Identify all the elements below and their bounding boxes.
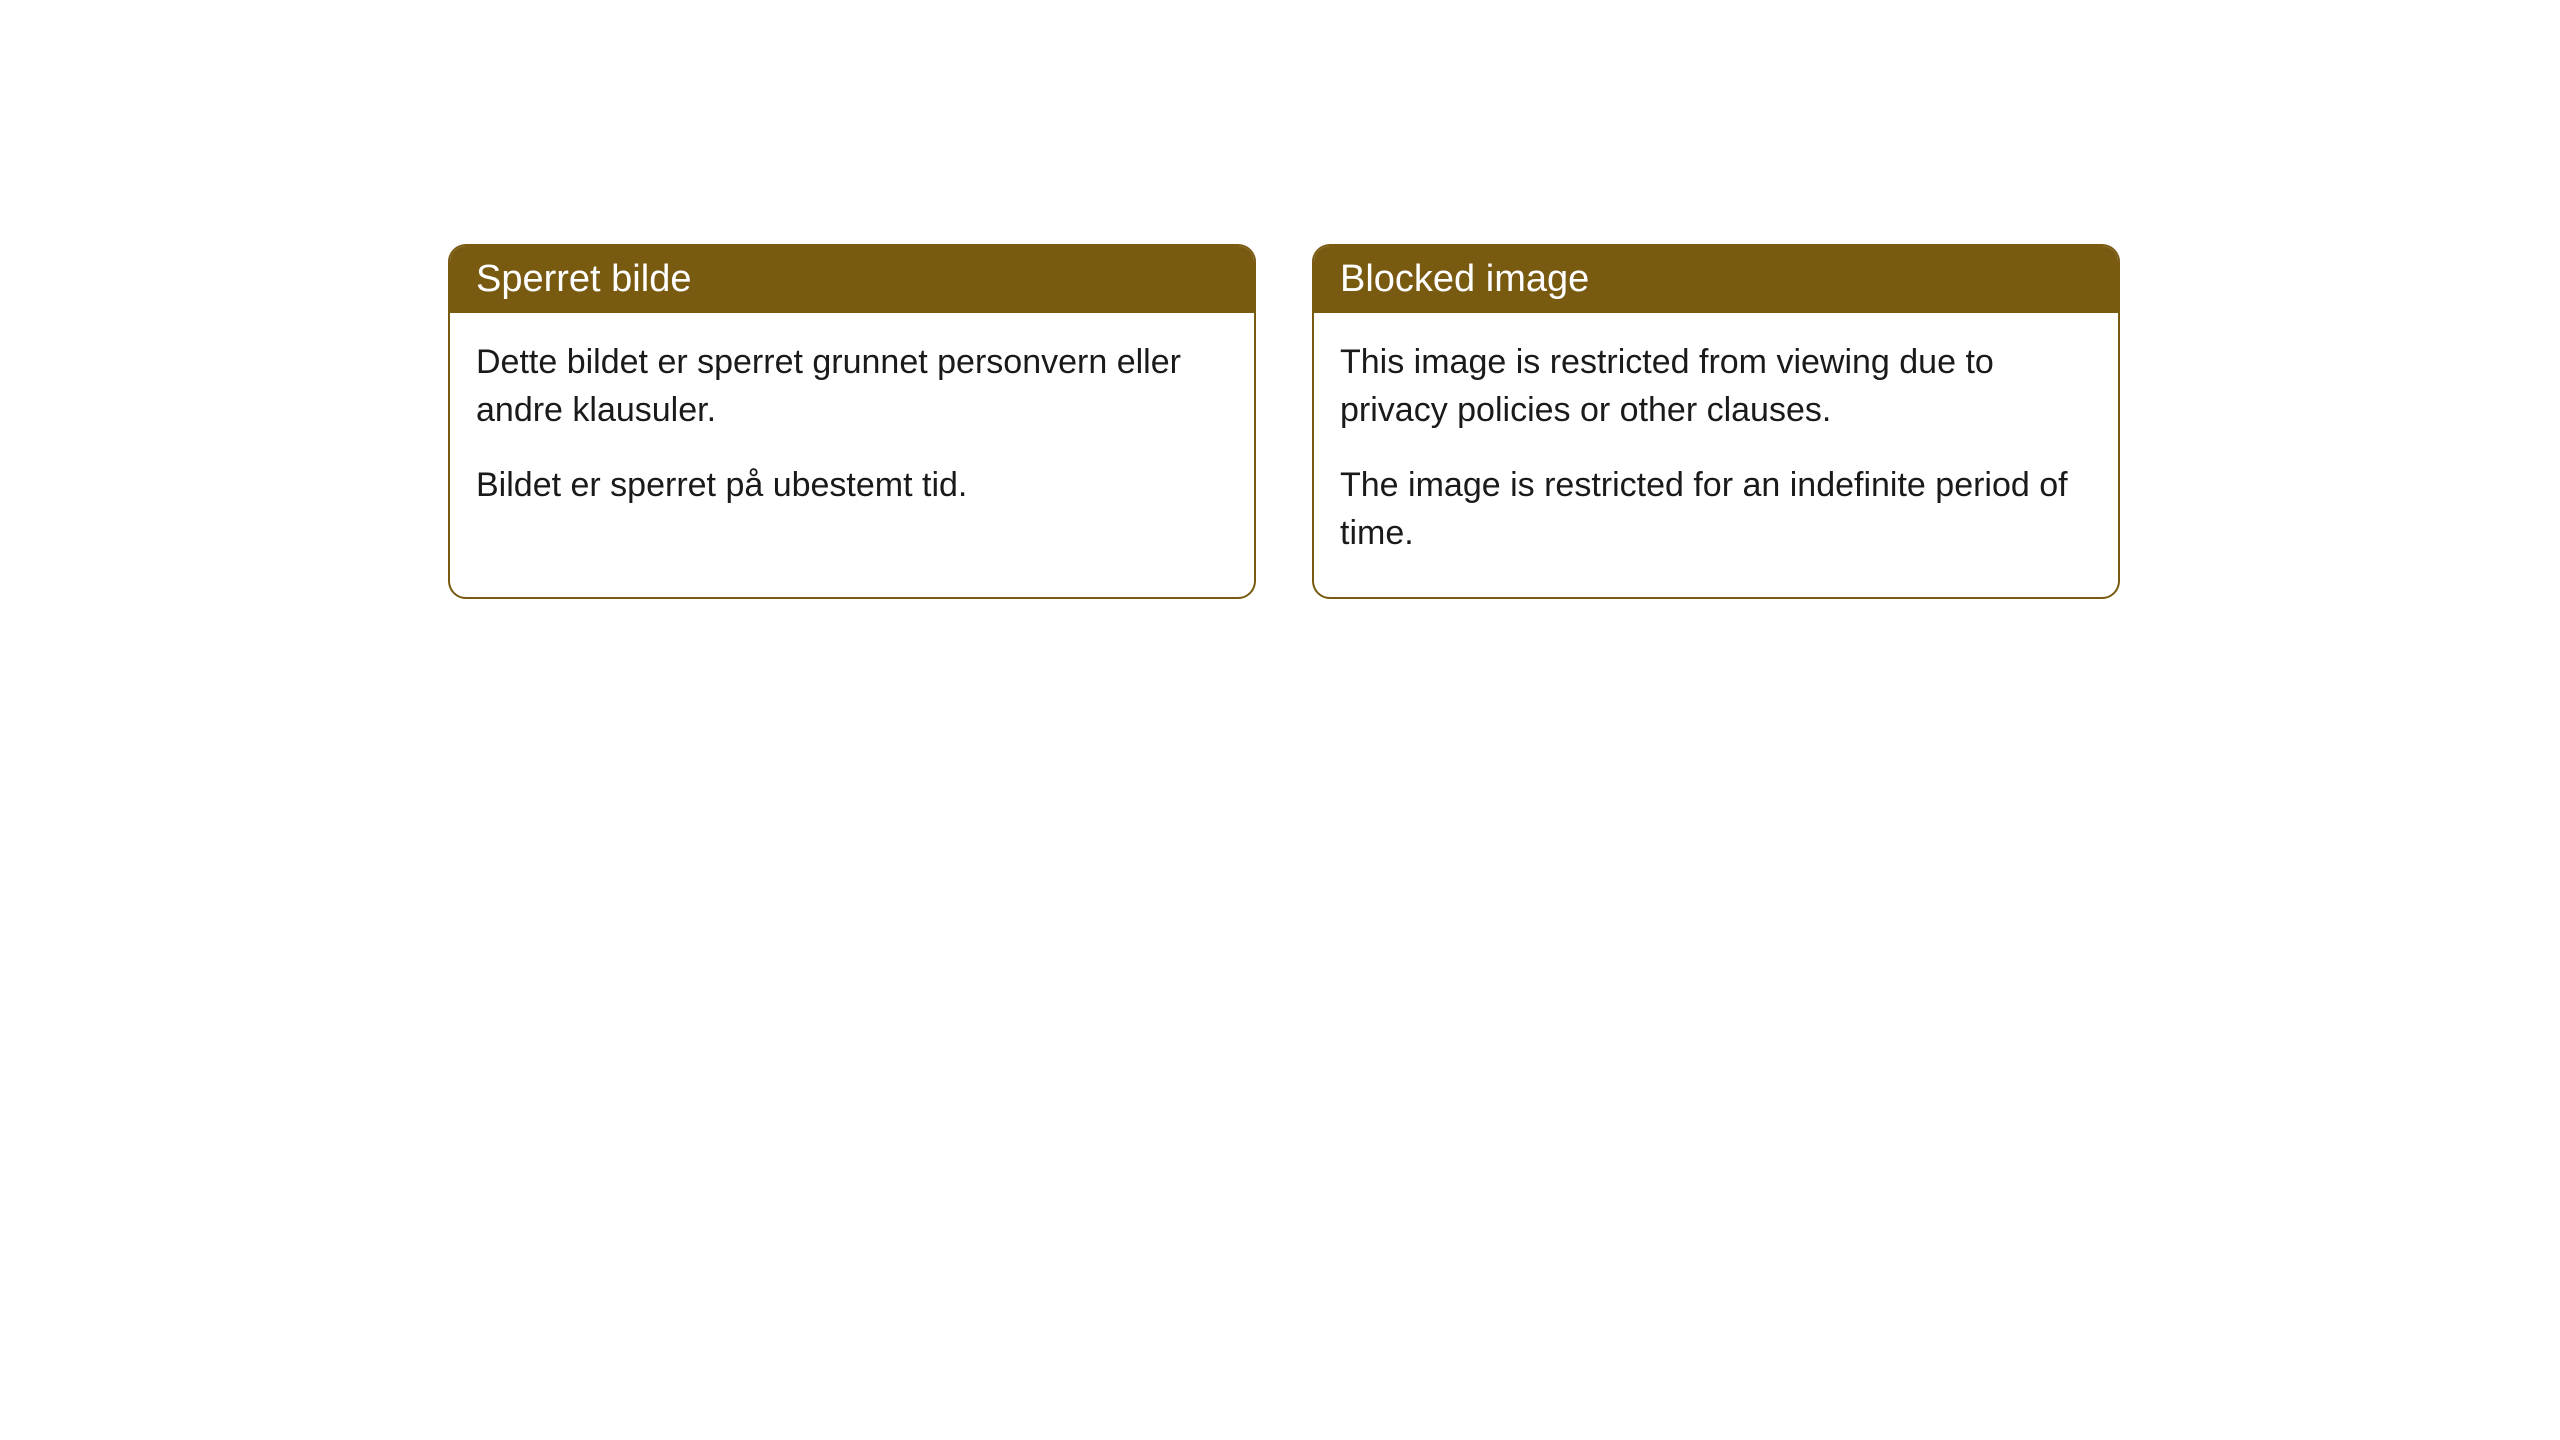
card-english: Blocked image This image is restricted f… <box>1312 244 2120 599</box>
card-header-norwegian: Sperret bilde <box>450 246 1254 313</box>
card-paragraph-2-norwegian: Bildet er sperret på ubestemt tid. <box>476 462 1228 510</box>
cards-container: Sperret bilde Dette bildet er sperret gr… <box>448 244 2560 599</box>
card-paragraph-2-english: The image is restricted for an indefinit… <box>1340 462 2092 557</box>
card-body-english: This image is restricted from viewing du… <box>1314 313 2118 597</box>
card-body-norwegian: Dette bildet er sperret grunnet personve… <box>450 313 1254 550</box>
card-header-english: Blocked image <box>1314 246 2118 313</box>
card-norwegian: Sperret bilde Dette bildet er sperret gr… <box>448 244 1256 599</box>
card-paragraph-1-norwegian: Dette bildet er sperret grunnet personve… <box>476 339 1228 434</box>
card-paragraph-1-english: This image is restricted from viewing du… <box>1340 339 2092 434</box>
